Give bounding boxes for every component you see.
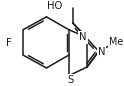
Text: N: N bbox=[79, 33, 87, 42]
Text: F: F bbox=[6, 38, 12, 48]
Text: S: S bbox=[67, 75, 74, 85]
Text: HO: HO bbox=[46, 1, 62, 11]
Text: Me: Me bbox=[109, 37, 123, 47]
Text: N: N bbox=[98, 47, 105, 57]
